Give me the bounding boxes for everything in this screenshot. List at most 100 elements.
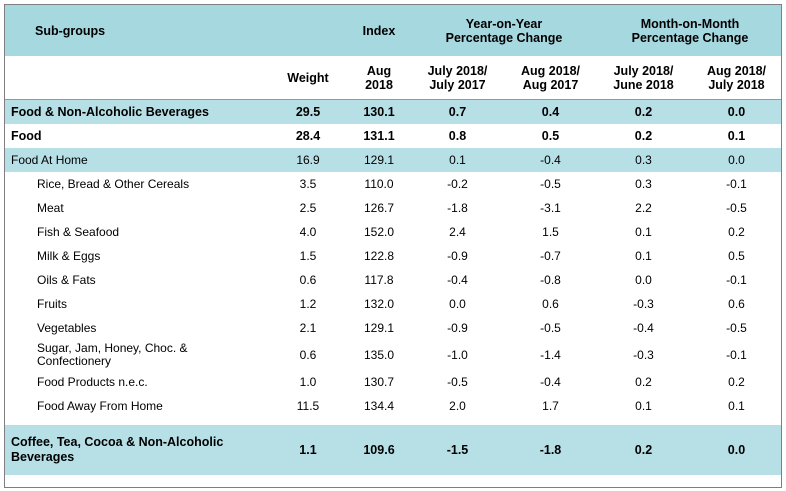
header-row-bottom: Weight Aug 2018 July 2018/ July 2017 Aug… bbox=[5, 56, 781, 100]
row-yoy-aug: -0.4 bbox=[540, 375, 561, 389]
row-mom-aug: 0.0 bbox=[690, 425, 781, 475]
row-name: Fish & Seafood bbox=[37, 225, 120, 239]
cpi-food-table-frame: Sub-groups Index Year-on-Year Percentage… bbox=[4, 4, 782, 488]
row-yoy-aug: -0.5 bbox=[540, 321, 561, 335]
row-mom-aug: 0.1 bbox=[727, 129, 746, 143]
row-yoy-jul: 0.1 bbox=[411, 148, 504, 172]
header-aug18-aug17-text: Aug 2018/ Aug 2017 bbox=[520, 64, 581, 92]
header-blank bbox=[5, 56, 269, 100]
header-aug18-jul18-text: Aug 2018/ July 2018 bbox=[706, 64, 767, 92]
row-mom-jul: 0.2 bbox=[634, 129, 653, 143]
table-row: Vegetables 2.1 129.1 -0.9 -0.5 -0.4 -0.5 bbox=[5, 316, 781, 340]
header-aug18-aug17: Aug 2018/ Aug 2017 bbox=[504, 56, 597, 100]
table-row: Coffee, Tea, Cocoa & Non-Alcoholic Bever… bbox=[5, 425, 781, 475]
header-row-top: Sub-groups Index Year-on-Year Percentage… bbox=[5, 5, 781, 57]
row-yoy-aug: -1.8 bbox=[504, 425, 597, 475]
row-name: Food & Non-Alcoholic Beverages bbox=[5, 99, 269, 124]
row-weight: 4.0 bbox=[299, 225, 317, 239]
table-row: Fruits 1.2 132.0 0.0 0.6 -0.3 0.6 bbox=[5, 292, 781, 316]
row-weight: 28.4 bbox=[295, 129, 321, 143]
row-yoy-aug: 1.7 bbox=[542, 399, 559, 413]
row-weight: 2.1 bbox=[299, 321, 317, 335]
header-yoy: Year-on-Year Percentage Change bbox=[411, 5, 597, 57]
row-yoy-aug: 0.4 bbox=[504, 99, 597, 124]
row-mom-aug: -0.1 bbox=[726, 273, 747, 287]
row-mom-jul: 0.1 bbox=[635, 225, 652, 239]
row-mom-aug: 0.0 bbox=[690, 148, 781, 172]
row-mom-aug: 0.2 bbox=[728, 375, 745, 389]
row-index: 129.1 bbox=[363, 321, 395, 335]
row-yoy-aug: -3.1 bbox=[540, 201, 561, 215]
header-mom-text: Month-on-Month Percentage Change bbox=[631, 16, 749, 45]
row-mom-jul: -0.4 bbox=[633, 321, 654, 335]
row-mom-aug: -0.1 bbox=[726, 177, 747, 191]
row-name: Fruits bbox=[37, 297, 67, 311]
row-yoy-aug: 0.5 bbox=[541, 129, 560, 143]
row-weight: 1.5 bbox=[299, 249, 317, 263]
header-subgroups: Sub-groups bbox=[5, 5, 269, 57]
table-row: Food Products n.e.c. 1.0 130.7 -0.5 -0.4… bbox=[5, 370, 781, 394]
row-yoy-aug: -0.7 bbox=[540, 249, 561, 263]
row-yoy-aug: -0.4 bbox=[504, 148, 597, 172]
row-name: Food Products n.e.c. bbox=[37, 375, 148, 389]
row-yoy-jul: -0.5 bbox=[447, 375, 468, 389]
header-jul18-jun18-text: July 2018/ June 2018 bbox=[613, 64, 674, 92]
row-name-text: Sugar, Jam, Honey, Choc. & Confectionery bbox=[37, 341, 188, 368]
table-row: Oils & Fats 0.6 117.8 -0.4 -0.8 0.0 -0.1 bbox=[5, 268, 781, 292]
row-name: Vegetables bbox=[37, 321, 97, 335]
row-index: 117.8 bbox=[364, 273, 394, 287]
row-name: Meat bbox=[37, 201, 64, 215]
row-index: 135.0 bbox=[363, 347, 395, 362]
row-index: 129.1 bbox=[347, 148, 411, 172]
row-weight: 29.5 bbox=[269, 99, 347, 124]
row-name: Food At Home bbox=[5, 148, 269, 172]
table-row: Food At Home 16.9 129.1 0.1 -0.4 0.3 0.0 bbox=[5, 148, 781, 172]
row-yoy-aug: 0.6 bbox=[542, 297, 559, 311]
row-yoy-jul: -0.4 bbox=[447, 273, 468, 287]
row-yoy-aug: -1.4 bbox=[540, 347, 561, 362]
row-yoy-jul: 2.4 bbox=[449, 225, 466, 239]
row-name: Coffee, Tea, Cocoa & Non-Alcoholic Bever… bbox=[5, 425, 269, 475]
row-yoy-aug: -0.5 bbox=[540, 177, 561, 191]
row-mom-aug: 0.6 bbox=[728, 297, 745, 311]
header-jul18-jun18: July 2018/ June 2018 bbox=[597, 56, 690, 100]
row-mom-jul: 0.3 bbox=[597, 148, 690, 172]
row-mom-aug: -0.5 bbox=[726, 321, 747, 335]
row-yoy-jul: -0.9 bbox=[447, 249, 468, 263]
row-weight: 3.5 bbox=[299, 177, 317, 191]
row-mom-jul: 0.3 bbox=[635, 177, 652, 191]
cpi-food-table: Sub-groups Index Year-on-Year Percentage… bbox=[5, 5, 781, 475]
row-index: 109.6 bbox=[347, 425, 411, 475]
header-index: Index bbox=[347, 5, 411, 57]
row-yoy-jul: -1.8 bbox=[447, 201, 468, 215]
row-mom-jul: 0.0 bbox=[635, 273, 652, 287]
table-row: Rice, Bread & Other Cereals 3.5 110.0 -0… bbox=[5, 172, 781, 196]
row-yoy-jul: 0.7 bbox=[411, 99, 504, 124]
row-weight: 2.5 bbox=[299, 201, 317, 215]
row-mom-aug: -0.5 bbox=[726, 201, 747, 215]
row-mom-jul: 0.2 bbox=[635, 375, 652, 389]
row-mom-jul: 0.1 bbox=[635, 399, 652, 413]
row-yoy-jul: -1.5 bbox=[411, 425, 504, 475]
spacer-row bbox=[5, 418, 781, 425]
row-yoy-jul: -0.2 bbox=[447, 177, 468, 191]
spacer-cell bbox=[5, 418, 781, 425]
row-weight: 1.0 bbox=[299, 375, 317, 389]
header-weight: Weight bbox=[269, 56, 347, 100]
table-row: Sugar, Jam, Honey, Choc. & Confectionery… bbox=[5, 340, 781, 370]
row-name: Milk & Eggs bbox=[37, 249, 101, 263]
row-index: 130.1 bbox=[347, 99, 411, 124]
row-name: Food bbox=[11, 129, 42, 143]
row-index: 131.1 bbox=[363, 129, 395, 143]
row-yoy-aug: -0.8 bbox=[540, 273, 561, 287]
row-weight: 16.9 bbox=[269, 148, 347, 172]
row-index: 152.0 bbox=[363, 225, 395, 239]
table-row: Food 28.4 131.1 0.8 0.5 0.2 0.1 bbox=[5, 124, 781, 148]
row-mom-jul: 2.2 bbox=[635, 201, 652, 215]
row-name: Sugar, Jam, Honey, Choc. & Confectionery bbox=[5, 340, 269, 370]
header-mom: Month-on-Month Percentage Change bbox=[597, 5, 781, 57]
row-mom-jul: 0.2 bbox=[597, 99, 690, 124]
row-name: Food Away From Home bbox=[37, 399, 163, 413]
table-row: Meat 2.5 126.7 -1.8 -3.1 2.2 -0.5 bbox=[5, 196, 781, 220]
row-index: 110.0 bbox=[364, 177, 394, 191]
